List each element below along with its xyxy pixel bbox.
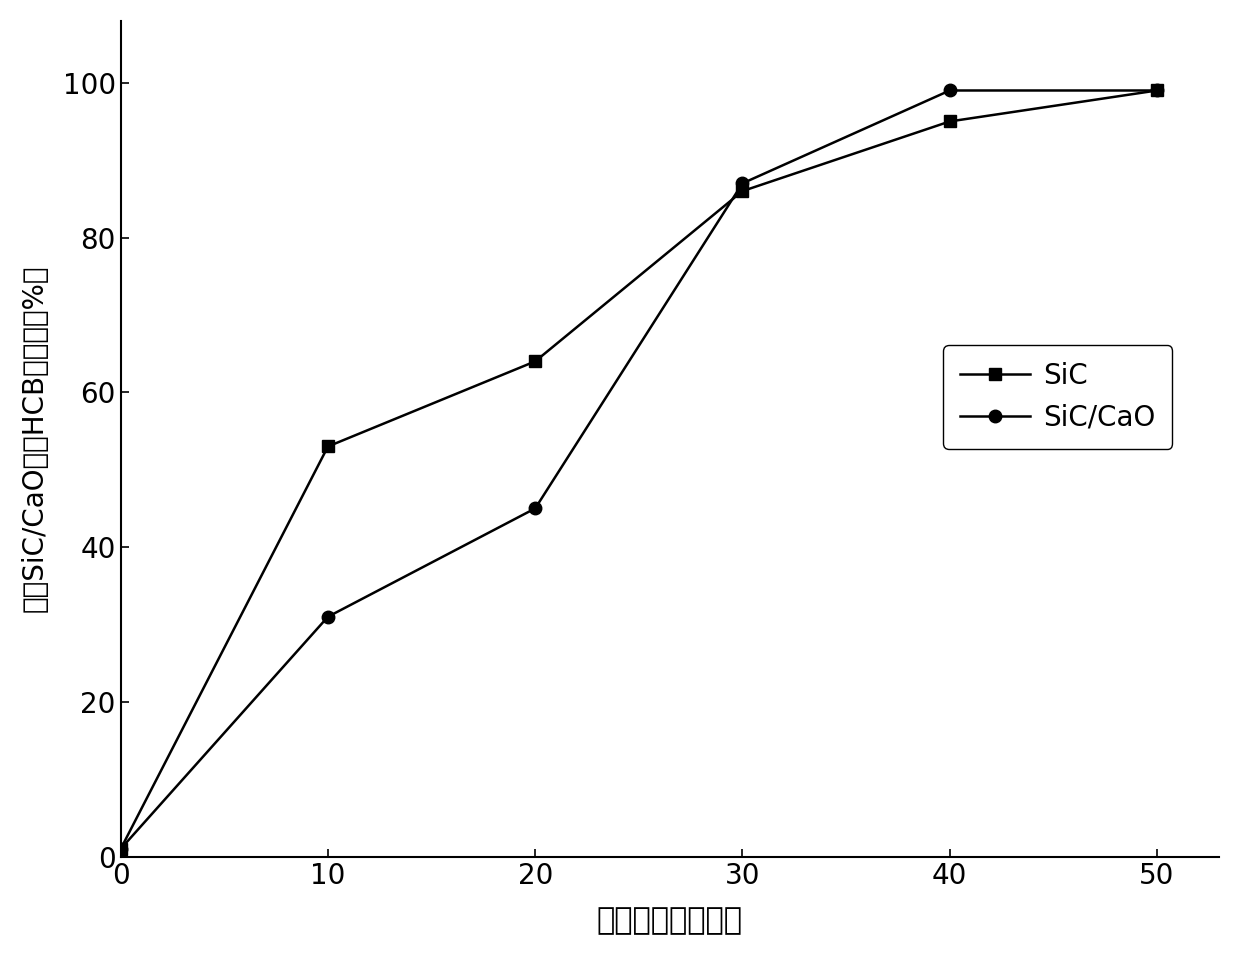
SiC/CaO [320,611,335,622]
SiC [942,116,957,127]
X-axis label: 球磨时间（分钟）: 球磨时间（分钟） [596,906,743,935]
SiC [113,843,128,855]
SiC [320,441,335,452]
SiC [528,356,543,367]
Y-axis label: 添加SiC/CaO降解HCB的效率（%）: 添加SiC/CaO降解HCB的效率（%） [21,265,48,613]
Line: SiC/CaO: SiC/CaO [114,84,1163,856]
SiC/CaO [528,503,543,514]
SiC/CaO [942,85,957,97]
Line: SiC: SiC [114,84,1163,856]
SiC/CaO [735,178,750,189]
SiC [735,185,750,197]
SiC/CaO [113,843,128,855]
SiC/CaO [1149,85,1164,97]
SiC [1149,85,1164,97]
Legend: SiC, SiC/CaO: SiC, SiC/CaO [944,345,1172,448]
